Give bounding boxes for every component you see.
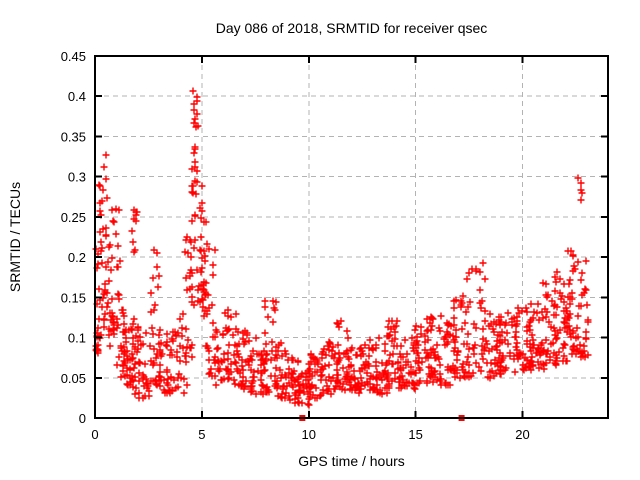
y-tick-label: 0.15 xyxy=(61,290,86,305)
y-tick-label: 0.45 xyxy=(61,49,86,64)
x-axis-label: GPS time / hours xyxy=(298,453,405,469)
plot-frame xyxy=(94,55,609,419)
chart-title: Day 086 of 2018, SRMTID for receiver qse… xyxy=(216,20,488,36)
y-axis-label: SRMTID / TECUs xyxy=(7,182,23,292)
x-tick-label: 15 xyxy=(408,427,422,442)
y-tick-label: 0.2 xyxy=(68,250,86,265)
y-tick-label: 0.05 xyxy=(61,371,86,386)
y-tick-label: 0.3 xyxy=(68,170,86,185)
x-tick-label: 0 xyxy=(91,427,98,442)
y-tick-label: 0.4 xyxy=(68,89,86,104)
axis-ticks xyxy=(94,55,608,419)
x-tick-label: 5 xyxy=(198,427,205,442)
scatter-points xyxy=(92,87,592,421)
x-tick-label: 10 xyxy=(302,427,316,442)
y-tick-label: 0.35 xyxy=(61,129,86,144)
y-tick-label: 0 xyxy=(79,411,86,426)
data-point-markers xyxy=(92,87,592,409)
grid-lines xyxy=(95,56,608,418)
y-tick-labels: 0 0.05 0.1 0.15 0.2 0.25 0.3 0.35 0.4 0.45 xyxy=(61,49,86,426)
x-tick-label: 20 xyxy=(515,427,529,442)
frame-border xyxy=(94,55,609,419)
y-tick-label: 0.1 xyxy=(68,331,86,346)
x-tick-labels: 0 5 10 15 20 xyxy=(91,427,529,442)
y-tick-label: 0.25 xyxy=(61,210,86,225)
